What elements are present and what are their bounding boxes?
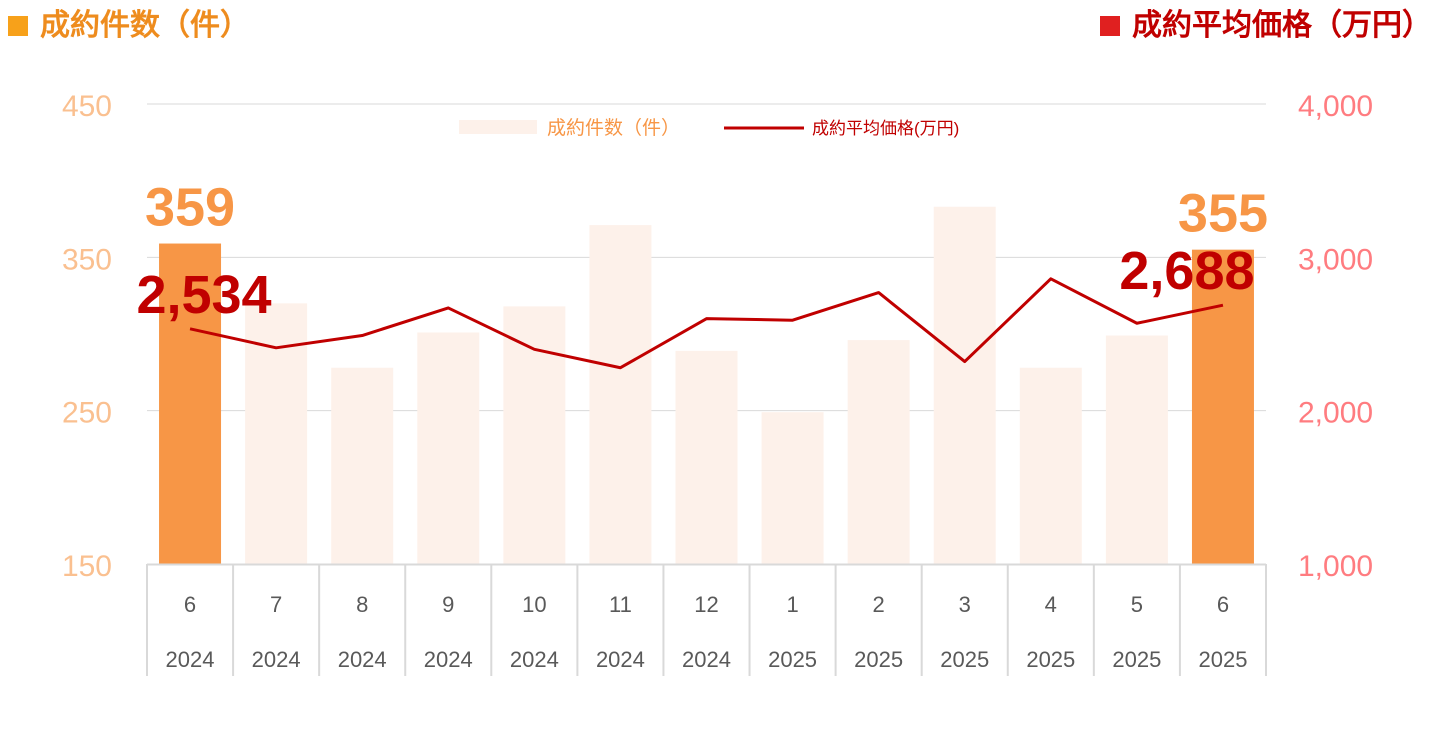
x-tick-year-label: 2024: [166, 647, 215, 672]
x-tick-label: 9: [442, 592, 454, 617]
x-tick-label: 6: [184, 592, 196, 617]
x-tick-label: 7: [270, 592, 282, 617]
legend-bar-label: 成約件数（件）: [547, 117, 680, 139]
left-axis-tick-label: 150: [62, 550, 112, 583]
x-tick-year-label: 2024: [252, 647, 301, 672]
x-tick-label: 2: [873, 592, 885, 617]
bar-data-label: 359: [145, 178, 235, 238]
bar: [589, 225, 652, 564]
price-line: [189, 277, 1224, 370]
x-tick-year-label: 2025: [1026, 647, 1075, 672]
legend-bar-swatch: [459, 120, 537, 134]
right-axis-tick-label: 2,000: [1298, 397, 1373, 430]
x-tick-label: 4: [1045, 592, 1057, 617]
line-data-label: 2,688: [1119, 241, 1254, 301]
x-tick-year-label: 2025: [1198, 647, 1247, 672]
x-tick-year-label: 2024: [596, 647, 645, 672]
bar-axis-title: 成約件数（件）: [8, 4, 250, 48]
left-axis-tick-label: 450: [62, 90, 112, 123]
bar: [417, 332, 480, 564]
bar: [331, 367, 394, 564]
bar: [847, 340, 910, 564]
bar: [1191, 249, 1254, 564]
x-tick-label: 6: [1217, 592, 1229, 617]
x-tick-label: 12: [694, 592, 718, 617]
bar: [1019, 367, 1082, 564]
right-axis-tick-label: 1,000: [1298, 550, 1373, 583]
x-tick-year-label: 2024: [682, 647, 731, 672]
left-axis-tick-label: 350: [62, 243, 112, 276]
x-tick-label: 11: [609, 592, 632, 617]
orange-square-icon: [8, 16, 28, 36]
red-square-icon: [1100, 16, 1120, 36]
bar-axis-title-text: 成約件数（件）: [40, 8, 250, 43]
bar: [1105, 335, 1168, 564]
x-tick-year-label: 2024: [338, 647, 387, 672]
x-tick-year-label: 2025: [1112, 647, 1161, 672]
x-tick-year-label: 2025: [768, 647, 817, 672]
line-axis-title: 成約平均価格（万円）: [1100, 4, 1432, 48]
bar-data-label: 355: [1178, 184, 1268, 244]
x-tick-label: 3: [959, 592, 971, 617]
bar: [503, 306, 566, 564]
x-tick-year-label: 2024: [424, 647, 473, 672]
bar: [933, 206, 996, 564]
x-tick-year-label: 2025: [854, 647, 903, 672]
right-axis-tick-label: 4,000: [1298, 90, 1373, 123]
x-tick-label: 1: [786, 592, 798, 617]
bar: [675, 350, 738, 564]
right-axis-tick-label: 3,000: [1298, 243, 1373, 276]
legend-line-label: 成約平均価格(万円): [812, 119, 959, 138]
left-axis-tick-label: 250: [62, 397, 112, 430]
x-tick-year-label: 2025: [940, 647, 989, 672]
x-tick-label: 8: [356, 592, 368, 617]
line-axis-title-text: 成約平均価格（万円）: [1132, 8, 1432, 43]
x-tick-year-label: 2024: [510, 647, 559, 672]
bar: [159, 243, 222, 565]
x-tick-label: 5: [1131, 592, 1143, 617]
x-tick-label: 10: [522, 592, 546, 617]
bar: [761, 412, 824, 564]
line-data-label: 2,534: [136, 265, 271, 325]
